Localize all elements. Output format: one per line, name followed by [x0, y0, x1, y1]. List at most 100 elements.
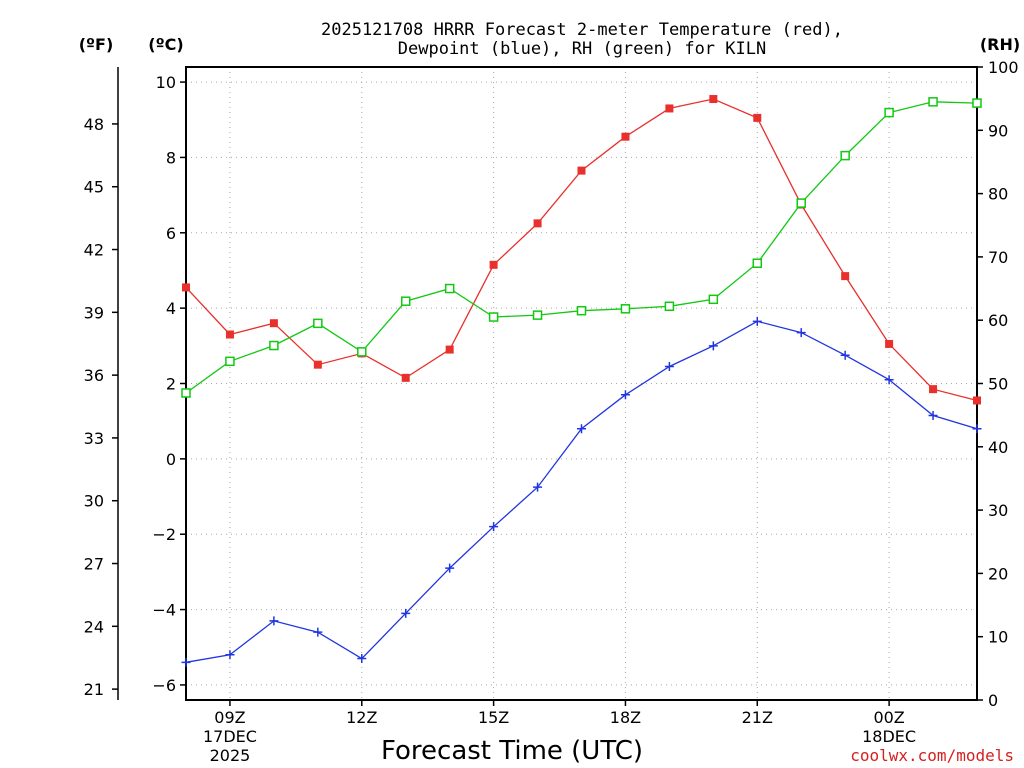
temperature-point — [621, 132, 630, 141]
temperature-point — [225, 330, 234, 339]
fahrenheit-tick-label: 30 — [84, 492, 104, 511]
rh-tick-label: 80 — [988, 185, 1008, 204]
rh-point — [884, 107, 894, 118]
rh-point — [840, 150, 850, 161]
fahrenheit-tick-label: 33 — [84, 429, 104, 448]
rh-point — [576, 305, 587, 316]
rh-point — [796, 198, 806, 208]
x-tick-label: 09Z — [214, 708, 245, 727]
dewpoint-point — [664, 362, 674, 372]
rh-point — [400, 296, 411, 306]
dewpoint-point — [928, 411, 938, 421]
dewpoint-point — [313, 627, 323, 637]
celsius-tick-label: 10 — [156, 73, 176, 92]
rh-tick-label: 10 — [988, 628, 1008, 647]
dewpoint-point — [533, 482, 543, 492]
celsius-tick-label: −6 — [152, 676, 176, 695]
dewpoint-point — [445, 563, 455, 573]
dewpoint-point — [225, 650, 235, 660]
temperature-point — [973, 396, 981, 405]
rh-point — [708, 294, 719, 305]
fahrenheit-tick-label: 39 — [84, 303, 104, 322]
fahrenheit-tick-label: 45 — [84, 178, 104, 197]
fahrenheit-tick-label: 21 — [84, 680, 104, 699]
rh-point — [752, 258, 763, 268]
celsius-tick-label: −4 — [152, 601, 176, 620]
dewpoint-point — [489, 522, 499, 532]
rh-tick-label: 30 — [988, 501, 1008, 520]
temperature-point — [401, 373, 410, 382]
rh-point — [972, 98, 982, 108]
celsius-unit-label: (ºC) — [148, 35, 183, 54]
celsius-tick-label: −2 — [152, 525, 176, 544]
rh-tick-label: 90 — [988, 121, 1008, 140]
dewpoint-point — [840, 350, 850, 360]
rh-tick-label: 50 — [988, 375, 1008, 394]
celsius-tick-label: 2 — [166, 375, 176, 394]
x-tick-year-label: 2025 — [210, 746, 251, 765]
fahrenheit-tick-label: 27 — [84, 555, 104, 574]
temperature-point — [489, 260, 498, 269]
fahrenheit-unit-label: (ºF) — [79, 35, 114, 54]
dewpoint-point — [181, 657, 191, 667]
credit-text: coolwx.com/models — [850, 746, 1014, 765]
temperature-point — [929, 385, 938, 394]
x-tick-date-label: 18DEC — [862, 727, 916, 746]
dewpoint-point — [269, 616, 279, 626]
dewpoint-point — [401, 608, 411, 618]
rh-point — [181, 388, 191, 398]
rh-unit-label: (RH) — [980, 35, 1020, 54]
rh-point — [225, 356, 235, 367]
rh-tick-label: 100 — [988, 58, 1019, 77]
temperature-point — [841, 272, 850, 281]
grid-lines — [186, 67, 977, 700]
rh-point — [444, 283, 455, 294]
x-tick-label: 18Z — [610, 708, 641, 727]
dewpoint-series-line — [185, 320, 978, 663]
chart-title-line2: Dewpoint (blue), RH (green) for KILN — [398, 39, 766, 59]
celsius-tick-label: 6 — [166, 224, 176, 243]
axes: −6−4−20246810212427303336394245480102030… — [84, 58, 1019, 765]
rh-point — [488, 312, 499, 322]
x-axis-label: Forecast Time (UTC) — [381, 736, 643, 766]
temperature-point — [313, 360, 322, 369]
rh-point — [357, 347, 367, 357]
dewpoint-point — [972, 424, 982, 434]
x-tick-label: 15Z — [478, 708, 509, 727]
rh-series-line — [185, 101, 978, 394]
temperature-point — [665, 104, 674, 113]
rh-tick-label: 60 — [988, 311, 1008, 330]
fahrenheit-tick-label: 36 — [84, 366, 104, 385]
rh-tick-label: 40 — [988, 438, 1008, 457]
fahrenheit-tick-label: 48 — [84, 115, 104, 134]
dewpoint-point — [884, 375, 894, 385]
dewpoint-point — [577, 424, 586, 434]
series-layer — [181, 95, 982, 667]
temperature-point — [269, 319, 278, 328]
temperature-point — [709, 95, 718, 104]
rh-point — [269, 340, 279, 351]
rh-point — [664, 301, 675, 312]
temperature-point — [533, 219, 542, 228]
dewpoint-point — [752, 316, 762, 326]
x-tick-label: 12Z — [346, 708, 377, 727]
dewpoint-point — [796, 328, 806, 338]
rh-point — [620, 304, 631, 314]
temperature-point — [753, 113, 762, 122]
temperature-point — [182, 283, 190, 292]
x-tick-label: 00Z — [873, 708, 904, 727]
rh-tick-label: 0 — [988, 691, 998, 710]
dewpoint-point — [357, 654, 367, 664]
chart-title-line1: 2025121708 HRRR Forecast 2-meter Tempera… — [321, 20, 843, 40]
celsius-tick-label: 0 — [166, 450, 176, 469]
temperature-series-line — [185, 98, 978, 402]
rh-tick-label: 70 — [988, 248, 1008, 267]
rh-point — [313, 318, 323, 329]
temperature-point — [577, 166, 586, 175]
temperature-point — [445, 345, 454, 354]
dewpoint-point — [708, 341, 718, 351]
rh-point — [532, 310, 543, 320]
fahrenheit-tick-label: 42 — [84, 241, 104, 260]
rh-tick-label: 20 — [988, 564, 1008, 583]
